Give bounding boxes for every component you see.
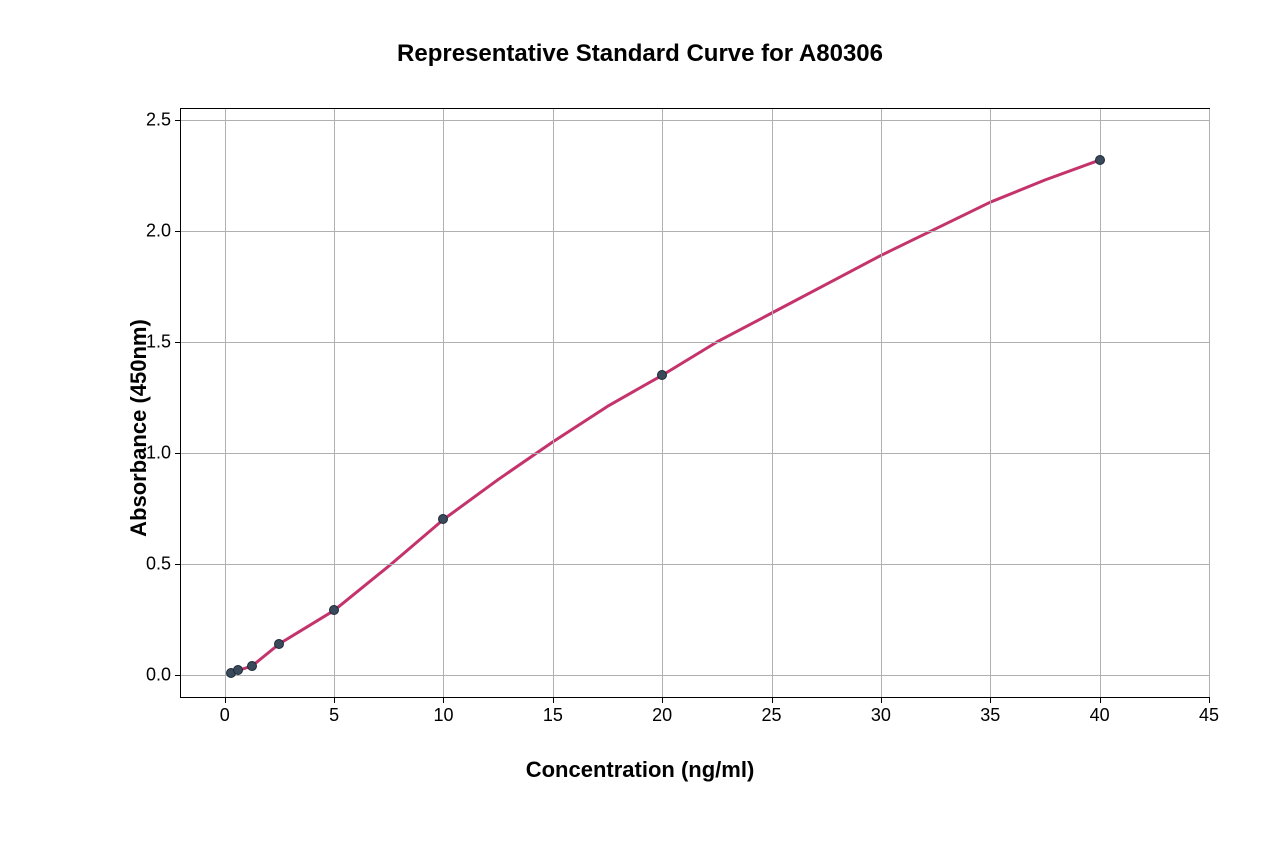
data-point	[438, 514, 448, 524]
tick-mark-y	[175, 675, 181, 676]
tick-label-y: 1.5	[146, 331, 171, 352]
tick-mark-y	[175, 120, 181, 121]
grid-line-vertical	[881, 109, 882, 697]
tick-mark-x	[1100, 697, 1101, 703]
tick-mark-x	[990, 697, 991, 703]
grid-line-horizontal	[181, 120, 1209, 121]
grid-line-horizontal	[181, 453, 1209, 454]
tick-label-y: 2.5	[146, 110, 171, 131]
plot-area: 0510152025303540450.00.51.01.52.02.5	[180, 108, 1210, 698]
data-point	[274, 639, 284, 649]
tick-mark-y	[175, 342, 181, 343]
grid-line-vertical	[1209, 109, 1210, 697]
tick-label-x: 15	[543, 705, 563, 726]
tick-label-x: 10	[433, 705, 453, 726]
data-point	[233, 665, 243, 675]
tick-label-x: 5	[329, 705, 339, 726]
tick-label-y: 2.0	[146, 221, 171, 242]
tick-label-x: 25	[762, 705, 782, 726]
tick-mark-x	[1209, 697, 1210, 703]
tick-mark-x	[772, 697, 773, 703]
plot-wrapper: Absorbance (450nm) 0510152025303540450.0…	[40, 88, 1240, 768]
data-point	[247, 661, 257, 671]
tick-mark-x	[225, 697, 226, 703]
tick-label-x: 45	[1199, 705, 1219, 726]
tick-label-x: 35	[980, 705, 1000, 726]
tick-mark-x	[443, 697, 444, 703]
tick-label-x: 40	[1090, 705, 1110, 726]
grid-line-vertical	[443, 109, 444, 697]
tick-label-y: 0.0	[146, 664, 171, 685]
chart-container: Representative Standard Curve for A80306…	[40, 40, 1240, 805]
grid-line-vertical	[553, 109, 554, 697]
tick-mark-y	[175, 231, 181, 232]
grid-line-horizontal	[181, 231, 1209, 232]
grid-line-horizontal	[181, 564, 1209, 565]
x-axis-label: Concentration (ng/ml)	[526, 757, 755, 783]
tick-label-x: 20	[652, 705, 672, 726]
data-point	[1095, 155, 1105, 165]
tick-label-y: 1.0	[146, 442, 171, 463]
tick-mark-y	[175, 564, 181, 565]
tick-label-x: 0	[220, 705, 230, 726]
tick-mark-x	[553, 697, 554, 703]
tick-label-x: 30	[871, 705, 891, 726]
grid-line-horizontal	[181, 675, 1209, 676]
tick-mark-y	[175, 453, 181, 454]
chart-title: Representative Standard Curve for A80306	[40, 40, 1240, 68]
grid-line-vertical	[662, 109, 663, 697]
grid-line-horizontal	[181, 342, 1209, 343]
grid-line-vertical	[772, 109, 773, 697]
tick-mark-x	[662, 697, 663, 703]
tick-mark-x	[881, 697, 882, 703]
tick-mark-x	[334, 697, 335, 703]
data-point	[657, 370, 667, 380]
grid-line-vertical	[225, 109, 226, 697]
grid-line-vertical	[1100, 109, 1101, 697]
tick-label-y: 0.5	[146, 553, 171, 574]
grid-line-vertical	[990, 109, 991, 697]
data-point	[329, 605, 339, 615]
